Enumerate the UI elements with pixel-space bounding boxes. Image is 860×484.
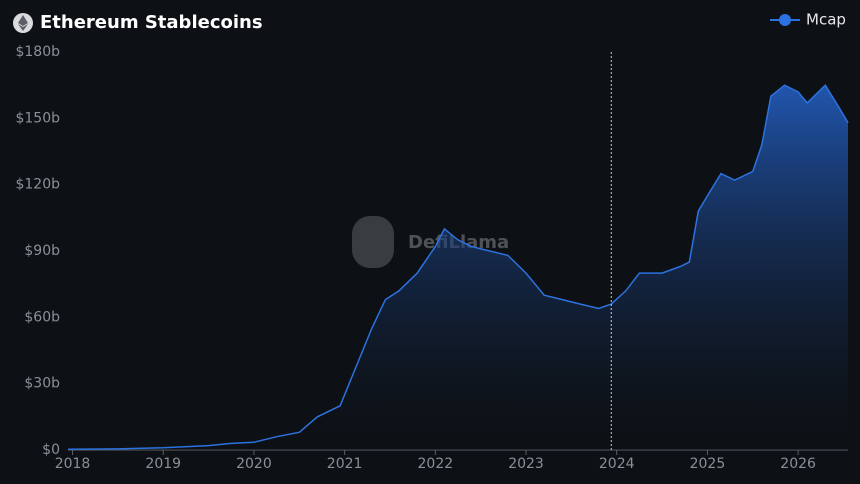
area-line xyxy=(67,84,849,451)
y-tick-label: $180b xyxy=(15,44,60,60)
x-tick-label: 2024 xyxy=(599,456,635,472)
x-tick-label: 2018 xyxy=(55,456,91,472)
title-icon xyxy=(13,13,33,33)
x-tick-label: 2022 xyxy=(418,456,454,472)
x-tick-label: 2021 xyxy=(327,456,363,472)
x-tick-label: 2020 xyxy=(236,456,272,472)
y-tick-label: $60b xyxy=(24,309,60,325)
y-tick-label: $90b xyxy=(24,243,60,259)
chart-title: Ethereum Stablecoins xyxy=(40,12,263,33)
y-tick-label: $150b xyxy=(15,110,60,126)
x-tick-label: 2025 xyxy=(690,456,726,472)
legend-label: Mcap xyxy=(806,11,846,29)
y-tick-label: $120b xyxy=(15,177,60,193)
y-tick-label: $0 xyxy=(42,442,60,458)
area-fill xyxy=(68,85,848,450)
x-tick-label: 2026 xyxy=(780,456,816,472)
y-tick-label: $30b xyxy=(24,376,60,392)
x-tick-label: 2023 xyxy=(508,456,544,472)
legend-dot xyxy=(779,14,791,26)
x-tick-label: 2019 xyxy=(145,456,181,472)
